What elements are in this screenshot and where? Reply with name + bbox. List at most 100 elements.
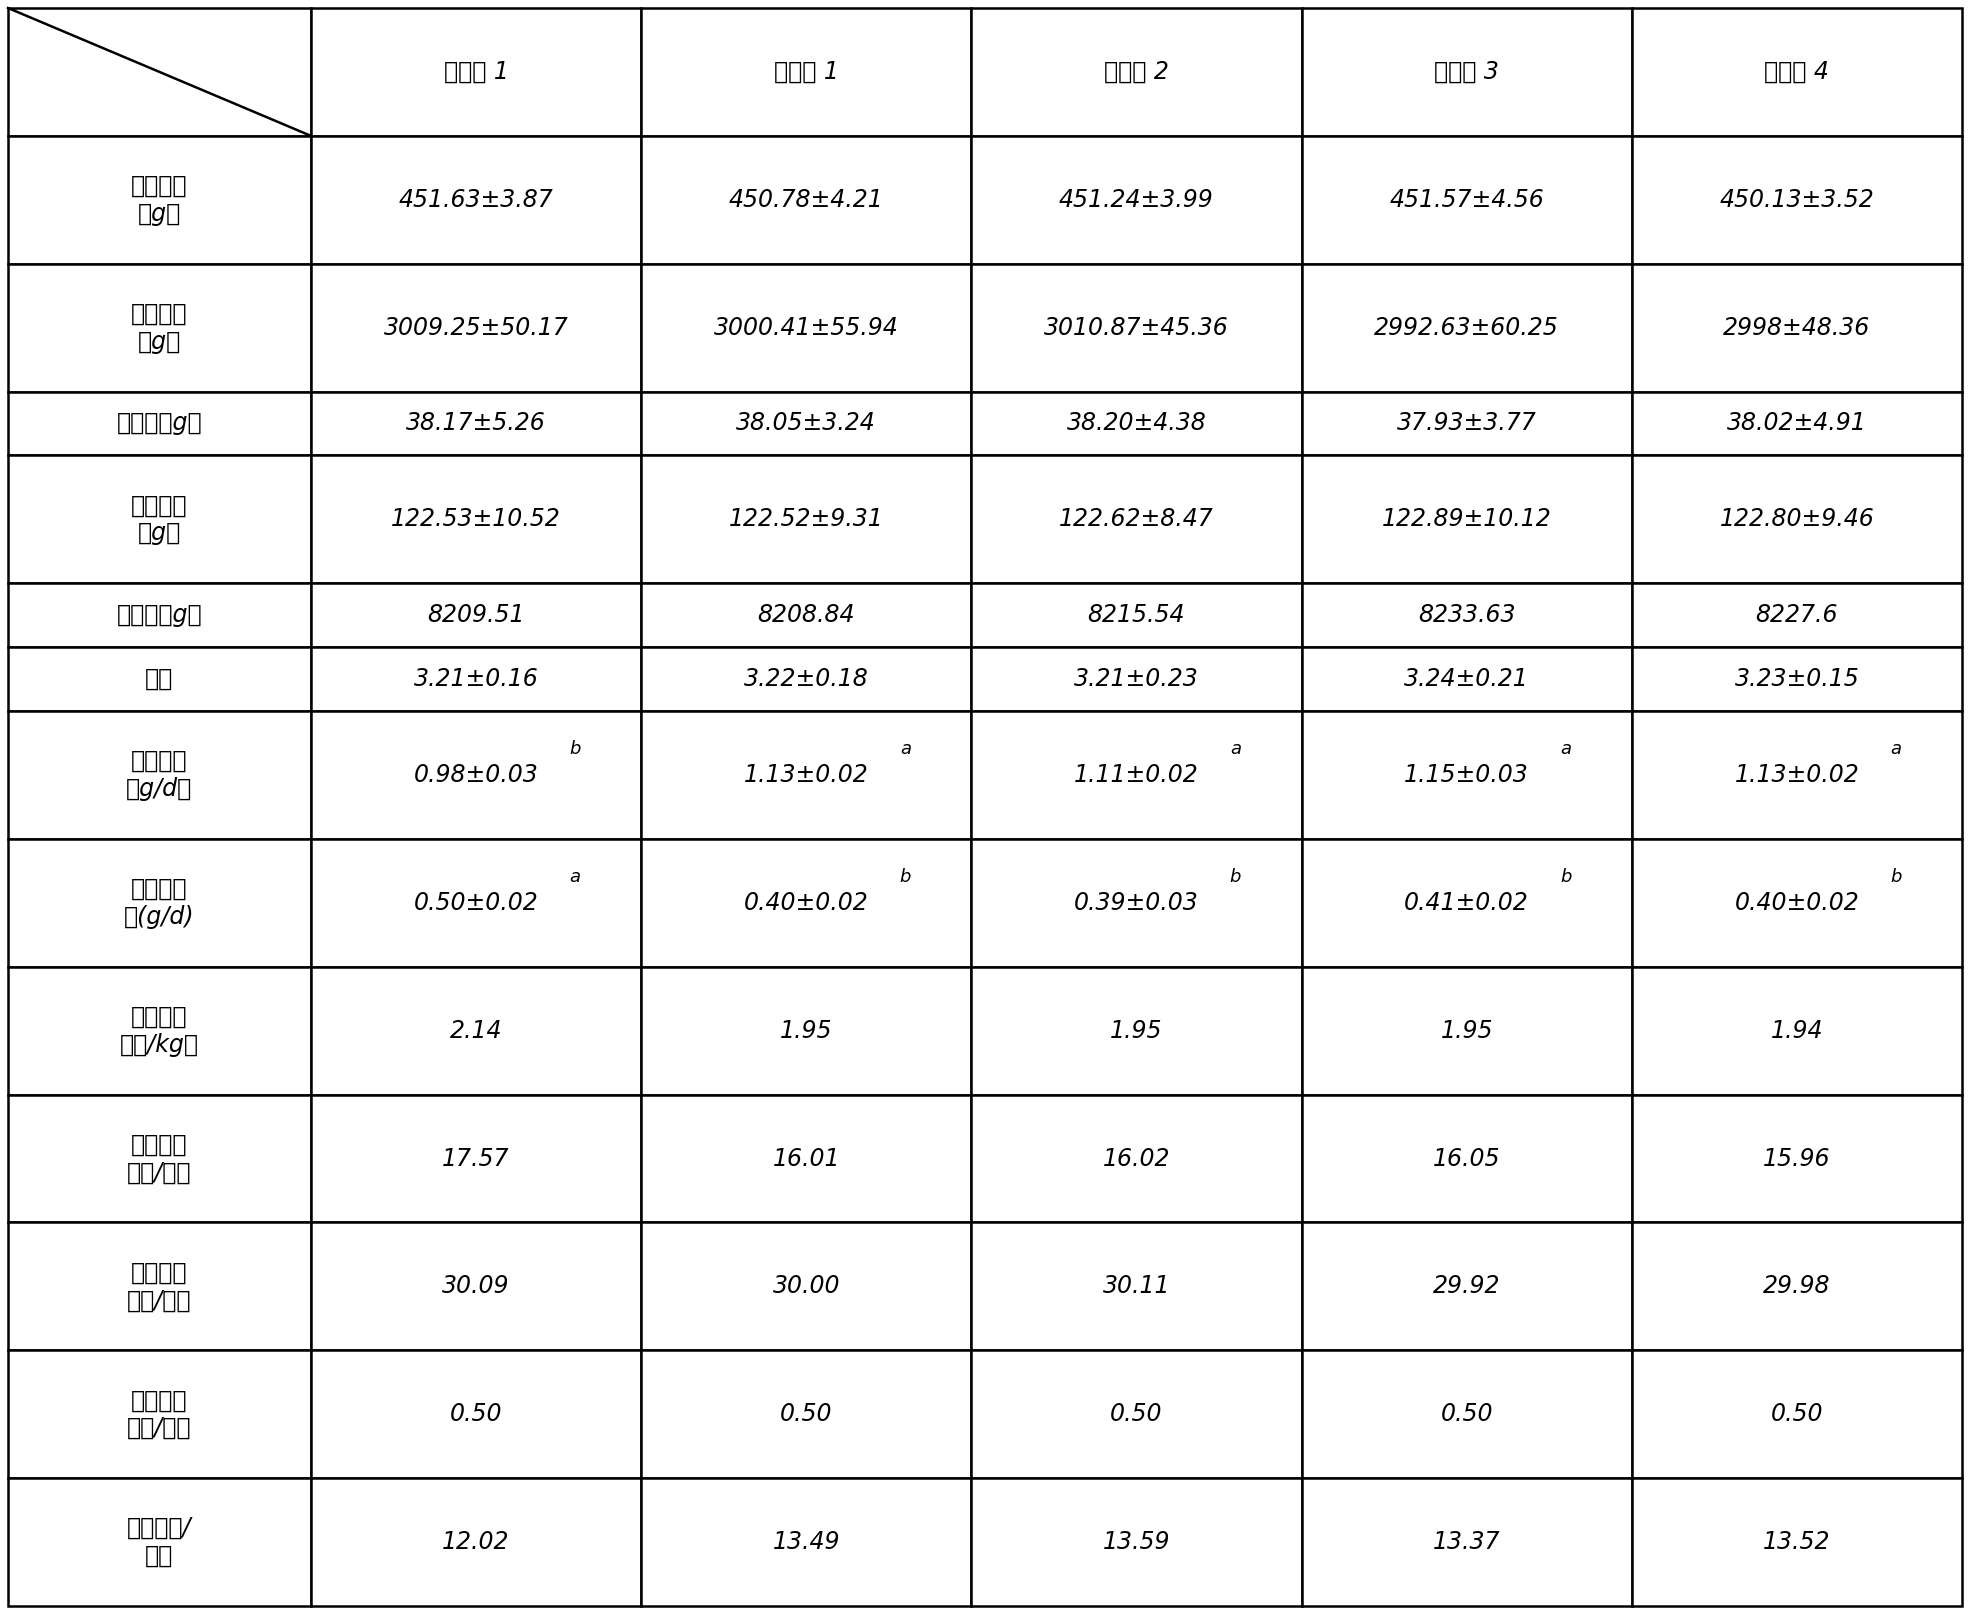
Bar: [1631, 712, 1962, 839]
Bar: [640, 1094, 971, 1222]
Text: 122.80±9.46: 122.80±9.46: [1720, 507, 1873, 531]
Text: a: a: [1891, 741, 1901, 759]
Bar: [311, 8, 640, 136]
Bar: [1631, 1094, 1962, 1222]
Text: 0.40±0.02: 0.40±0.02: [745, 891, 869, 915]
Bar: [1631, 263, 1962, 392]
Text: 3.21±0.23: 3.21±0.23: [1074, 667, 1200, 691]
Bar: [1631, 8, 1962, 136]
Text: 451.24±3.99: 451.24±3.99: [1060, 187, 1214, 211]
Bar: [1631, 136, 1962, 263]
Text: 8227.6: 8227.6: [1755, 604, 1838, 628]
Bar: [971, 1094, 1302, 1222]
Text: b: b: [569, 741, 581, 759]
Text: 3009.25±50.17: 3009.25±50.17: [384, 316, 569, 339]
Text: 1.95: 1.95: [1440, 1018, 1493, 1043]
Bar: [971, 392, 1302, 455]
Bar: [311, 647, 640, 712]
Text: 0.41±0.02: 0.41±0.02: [1405, 891, 1529, 915]
Bar: [640, 263, 971, 392]
Bar: [1302, 1094, 1631, 1222]
Bar: [311, 839, 640, 967]
Text: 450.13±3.52: 450.13±3.52: [1720, 187, 1873, 211]
Text: 1.95: 1.95: [780, 1018, 833, 1043]
Bar: [971, 136, 1302, 263]
Text: 日增重（g）: 日增重（g）: [116, 412, 203, 436]
Bar: [1631, 1478, 1962, 1606]
Bar: [640, 712, 971, 839]
Bar: [1631, 647, 1962, 712]
Text: 2.14: 2.14: [449, 1018, 502, 1043]
Bar: [1302, 712, 1631, 839]
Bar: [640, 392, 971, 455]
Bar: [311, 1222, 640, 1351]
Text: 122.62±8.47: 122.62±8.47: [1060, 507, 1214, 531]
Text: 16.01: 16.01: [772, 1146, 839, 1170]
Bar: [8, 647, 311, 712]
Bar: [1302, 839, 1631, 967]
Text: 初始体重
（g）: 初始体重 （g）: [132, 174, 187, 226]
Text: 实施例 1: 实施例 1: [774, 60, 839, 84]
Text: 8209.51: 8209.51: [427, 604, 524, 628]
Text: 0.50: 0.50: [449, 1403, 502, 1427]
Text: 3.21±0.16: 3.21±0.16: [414, 667, 538, 691]
Text: 日采食量
（g）: 日采食量 （g）: [132, 494, 187, 546]
Bar: [971, 647, 1302, 712]
Text: 0.50: 0.50: [1111, 1403, 1162, 1427]
Text: 获利（元/
只）: 获利（元/ 只）: [128, 1516, 191, 1567]
Bar: [8, 1222, 311, 1351]
Text: 30.11: 30.11: [1103, 1275, 1170, 1298]
Text: 0.50: 0.50: [1771, 1403, 1822, 1427]
Bar: [1302, 1351, 1631, 1478]
Text: 0.39±0.03: 0.39±0.03: [1074, 891, 1200, 915]
Text: 8233.63: 8233.63: [1418, 604, 1515, 628]
Bar: [640, 136, 971, 263]
Bar: [311, 583, 640, 647]
Text: b: b: [900, 868, 910, 886]
Text: 0.50: 0.50: [1440, 1403, 1493, 1427]
Text: 3.24±0.21: 3.24±0.21: [1405, 667, 1529, 691]
Bar: [971, 967, 1302, 1094]
Bar: [311, 263, 640, 392]
Bar: [311, 712, 640, 839]
Bar: [640, 1222, 971, 1351]
Bar: [1302, 8, 1631, 136]
Text: 15.96: 15.96: [1763, 1146, 1830, 1170]
Bar: [1631, 839, 1962, 967]
Bar: [1302, 647, 1631, 712]
Bar: [971, 263, 1302, 392]
Text: 3010.87±45.36: 3010.87±45.36: [1044, 316, 1229, 339]
Bar: [8, 1478, 311, 1606]
Bar: [8, 263, 311, 392]
Text: b: b: [1891, 868, 1901, 886]
Text: 0.50±0.02: 0.50±0.02: [414, 891, 538, 915]
Text: 38.17±5.26: 38.17±5.26: [406, 412, 546, 436]
Text: 3.22±0.18: 3.22±0.18: [745, 667, 869, 691]
Text: 卖出价格
（元/只）: 卖出价格 （元/只）: [128, 1261, 191, 1312]
Bar: [1631, 1351, 1962, 1478]
Text: b: b: [1229, 868, 1241, 886]
Text: 1.13±0.02: 1.13±0.02: [745, 763, 869, 788]
Text: 16.05: 16.05: [1432, 1146, 1501, 1170]
Bar: [311, 136, 640, 263]
Bar: [971, 712, 1302, 839]
Text: 对比例 1: 对比例 1: [443, 60, 508, 84]
Bar: [1302, 583, 1631, 647]
Bar: [8, 712, 311, 839]
Bar: [640, 583, 971, 647]
Text: 1.13±0.02: 1.13±0.02: [1734, 763, 1860, 788]
Text: 13.37: 13.37: [1432, 1530, 1501, 1554]
Bar: [640, 1351, 971, 1478]
Bar: [8, 967, 311, 1094]
Text: 38.20±4.38: 38.20±4.38: [1066, 412, 1206, 436]
Text: 结束体重
（g）: 结束体重 （g）: [132, 302, 187, 353]
Bar: [1302, 392, 1631, 455]
Text: 总耗料（g）: 总耗料（g）: [116, 604, 203, 628]
Text: 料比: 料比: [146, 667, 173, 691]
Text: 1.94: 1.94: [1771, 1018, 1822, 1043]
Text: 16.02: 16.02: [1103, 1146, 1170, 1170]
Text: a: a: [1229, 741, 1241, 759]
Bar: [971, 583, 1302, 647]
Text: 13.59: 13.59: [1103, 1530, 1170, 1554]
Bar: [1302, 1222, 1631, 1351]
